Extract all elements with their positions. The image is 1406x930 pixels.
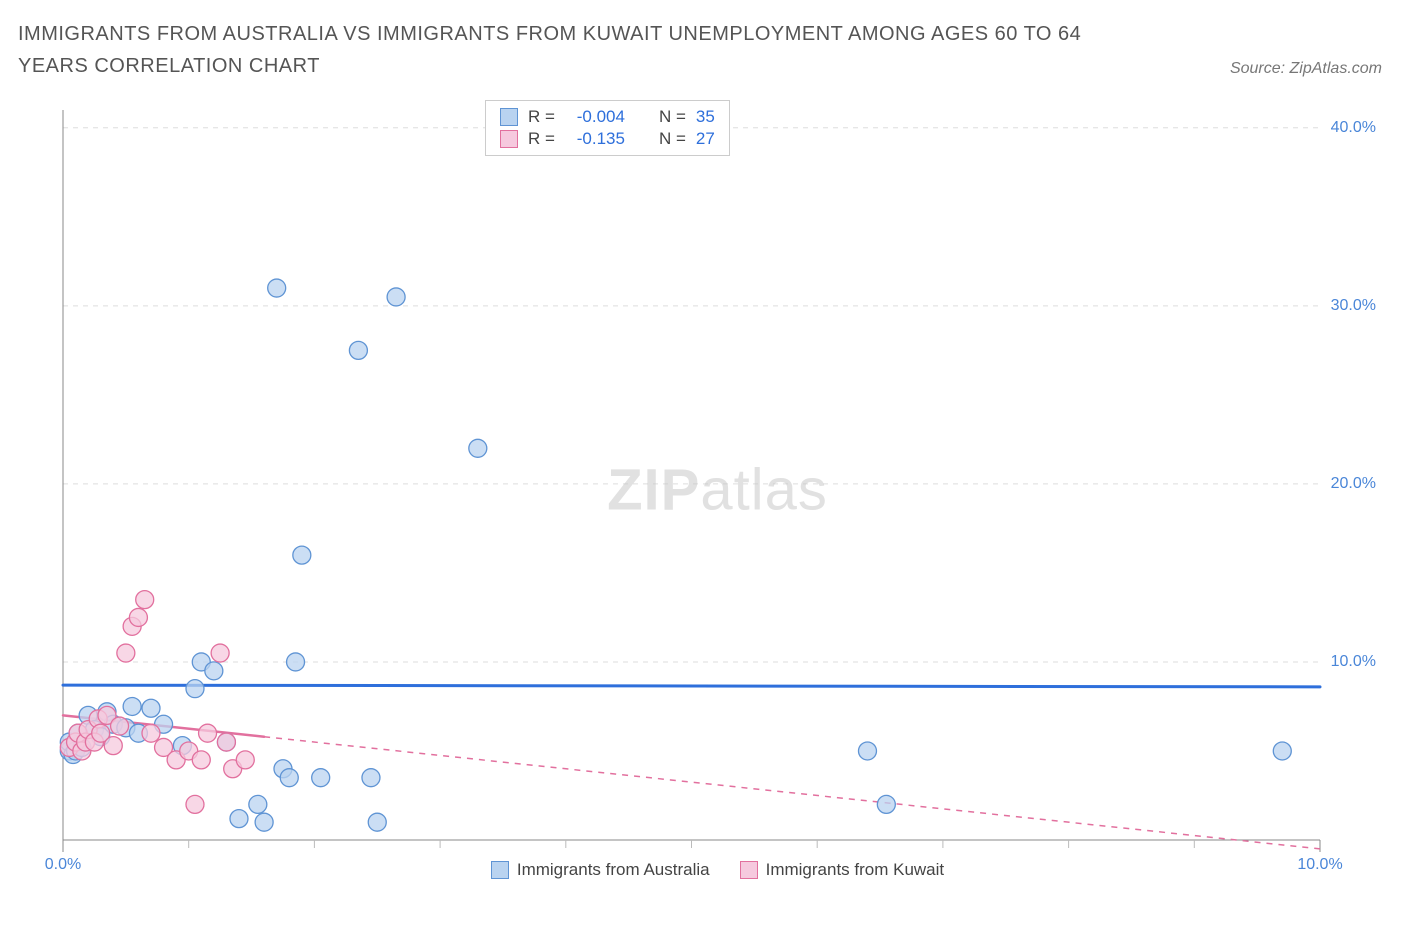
legend-N-value-australia: 35 (696, 107, 715, 127)
legend-swatch-australia (491, 861, 509, 879)
chart-plot-area: ZIPatlas R =-0.004N =35R =-0.135N =27 10… (55, 100, 1380, 880)
y-tick-label: 40.0% (1331, 119, 1376, 137)
legend-R-value-kuwait: -0.135 (565, 129, 625, 149)
legend-label-kuwait: Immigrants from Kuwait (766, 860, 945, 880)
legend-R-value-australia: -0.004 (565, 107, 625, 127)
legend-label-australia: Immigrants from Australia (517, 860, 710, 880)
legend-swatch-kuwait (740, 861, 758, 879)
legend-swatch-kuwait (500, 130, 518, 148)
legend-stats-row-australia: R = -0.004 N = 35 (500, 107, 715, 127)
y-tick-label: 10.0% (1331, 653, 1376, 671)
legend-N-value-kuwait: 27 (696, 129, 715, 149)
legend-item-australia: Immigrants from Australia (491, 860, 710, 880)
legend-N-label: N = (659, 107, 686, 127)
source-attribution: Source: ZipAtlas.com (1230, 60, 1382, 78)
bottom-legend: Immigrants from Australia Immigrants fro… (55, 860, 1380, 880)
legend-stats-row-kuwait: R = -0.135 N = 27 (500, 129, 715, 149)
legend-stats-box: R = -0.004 N = 35 R = -0.135 N = 27 (485, 100, 730, 156)
y-tick-label: 30.0% (1331, 297, 1376, 315)
legend-swatch-australia (500, 108, 518, 126)
chart-title: IMMIGRANTS FROM AUSTRALIA VS IMMIGRANTS … (18, 18, 1118, 82)
legend-N-label: N = (659, 129, 686, 149)
legend-R-label: R = (528, 107, 555, 127)
scatter-svg (55, 100, 1380, 880)
legend-item-kuwait: Immigrants from Kuwait (740, 860, 945, 880)
y-tick-label: 20.0% (1331, 475, 1376, 493)
legend-R-label: R = (528, 129, 555, 149)
